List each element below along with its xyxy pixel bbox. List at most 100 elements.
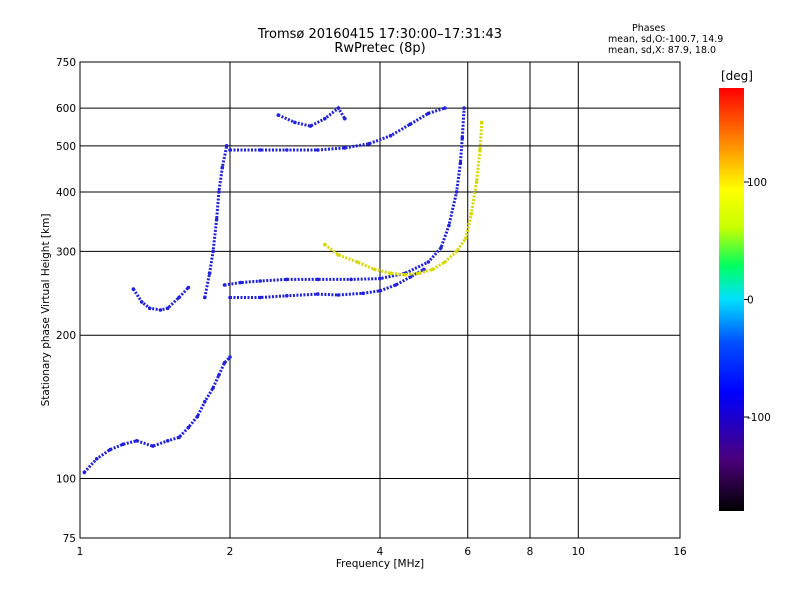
echo-point — [293, 120, 297, 125]
echo-point — [388, 133, 393, 138]
chart-subtitle: RwPretec (8p) — [334, 41, 426, 56]
echo-trace — [230, 106, 446, 152]
phases-header: Phases — [632, 23, 666, 34]
echo-point — [285, 294, 289, 298]
echo-point — [195, 414, 200, 419]
echo-point — [82, 470, 87, 475]
echo-point — [367, 142, 371, 146]
y-tick-label: 600 — [56, 103, 76, 115]
echo-point — [323, 116, 327, 121]
colorbar-tick-label: -100 — [747, 412, 771, 424]
echo-point — [343, 116, 347, 121]
echo-point — [217, 373, 221, 377]
echo-point — [203, 295, 207, 300]
echo-point — [147, 306, 152, 311]
echo-point — [108, 447, 112, 452]
echo-point — [214, 217, 219, 222]
axis-ticks: 1 2 4 6 8 10 16 75 100 200 300 400 500 600 750 — [56, 57, 687, 558]
echo-point — [408, 275, 413, 279]
echo-point — [443, 260, 447, 264]
echo-point — [165, 439, 170, 443]
echo-point — [474, 180, 479, 184]
x-tick-label: 16 — [673, 546, 687, 558]
x-tick-label: 4 — [377, 546, 384, 558]
x-tick-label: 8 — [527, 546, 534, 558]
echo-point — [258, 295, 263, 300]
x-axis-label: Frequency [MHz] — [335, 558, 425, 570]
echo-point — [355, 260, 360, 264]
echo-point — [258, 279, 263, 283]
echo-point — [372, 267, 377, 272]
colorbar-tick-label: 0 — [747, 295, 754, 307]
echo-point — [430, 267, 435, 272]
echo-point — [135, 439, 139, 443]
echo-point — [336, 293, 341, 297]
colorbar-tick-label: 100 — [747, 177, 767, 189]
echo-point — [336, 106, 341, 110]
echo-point — [121, 442, 125, 447]
y-tick-label: 100 — [56, 474, 76, 486]
echo-point — [94, 457, 99, 461]
colorbar-label: [deg] — [721, 69, 753, 83]
echo-point — [203, 399, 207, 404]
echo-point — [211, 386, 215, 390]
echo-point — [285, 277, 289, 282]
echo-point — [228, 355, 232, 359]
echo-point — [238, 280, 243, 285]
x-tick-label: 1 — [77, 546, 84, 558]
echo-point — [388, 271, 393, 276]
echo-point — [165, 306, 170, 311]
echo-point — [479, 120, 484, 125]
y-tick-label: 500 — [56, 141, 76, 153]
y-tick-label: 75 — [63, 533, 76, 545]
echo-point — [458, 161, 463, 165]
echo-point — [323, 242, 327, 247]
echo-point — [207, 271, 212, 276]
echo-point — [460, 135, 465, 140]
echo-point — [258, 148, 263, 152]
echo-point — [228, 295, 232, 300]
x-tick-label: 10 — [572, 546, 585, 558]
echo-point — [177, 435, 181, 440]
echo-point — [361, 291, 365, 296]
echo-point — [220, 165, 225, 170]
echo-point — [443, 106, 447, 110]
echo-trace — [83, 355, 232, 474]
echo-point — [217, 190, 221, 194]
echo-point — [177, 295, 181, 300]
echo-point — [349, 277, 353, 282]
y-tick-label: 300 — [56, 246, 76, 258]
echo-point — [408, 122, 413, 126]
chart-title: Tromsø 20160415 17:30:00–17:31:43 — [257, 27, 503, 42]
echo-point — [403, 272, 408, 277]
echo-point — [139, 300, 144, 304]
echo-point — [224, 144, 229, 148]
echo-point — [186, 285, 191, 290]
echo-point — [439, 246, 443, 250]
echo-point — [378, 276, 382, 281]
echo-point — [308, 124, 313, 128]
grid — [80, 62, 680, 538]
echo-point — [315, 292, 320, 296]
data-traces — [82, 105, 484, 475]
echo-point — [478, 148, 482, 152]
echo-point — [285, 148, 289, 152]
echo-point — [228, 148, 232, 152]
echo-trace — [323, 122, 484, 277]
echo-point — [222, 283, 227, 287]
echo-point — [469, 211, 474, 216]
echo-point — [426, 260, 431, 264]
echo-point — [422, 267, 426, 272]
echo-point — [222, 361, 227, 365]
phases-mean-x: mean, sd,X: 87.9, 18.0 — [608, 45, 717, 56]
echo-point — [393, 283, 398, 287]
echo-point — [151, 444, 155, 448]
echo-point — [315, 277, 320, 282]
echo-point — [462, 106, 466, 110]
echo-point — [378, 289, 382, 293]
x-tick-label: 2 — [227, 546, 234, 558]
y-tick-label: 750 — [56, 57, 76, 69]
echo-trace — [277, 105, 347, 128]
echo-point — [426, 111, 431, 116]
